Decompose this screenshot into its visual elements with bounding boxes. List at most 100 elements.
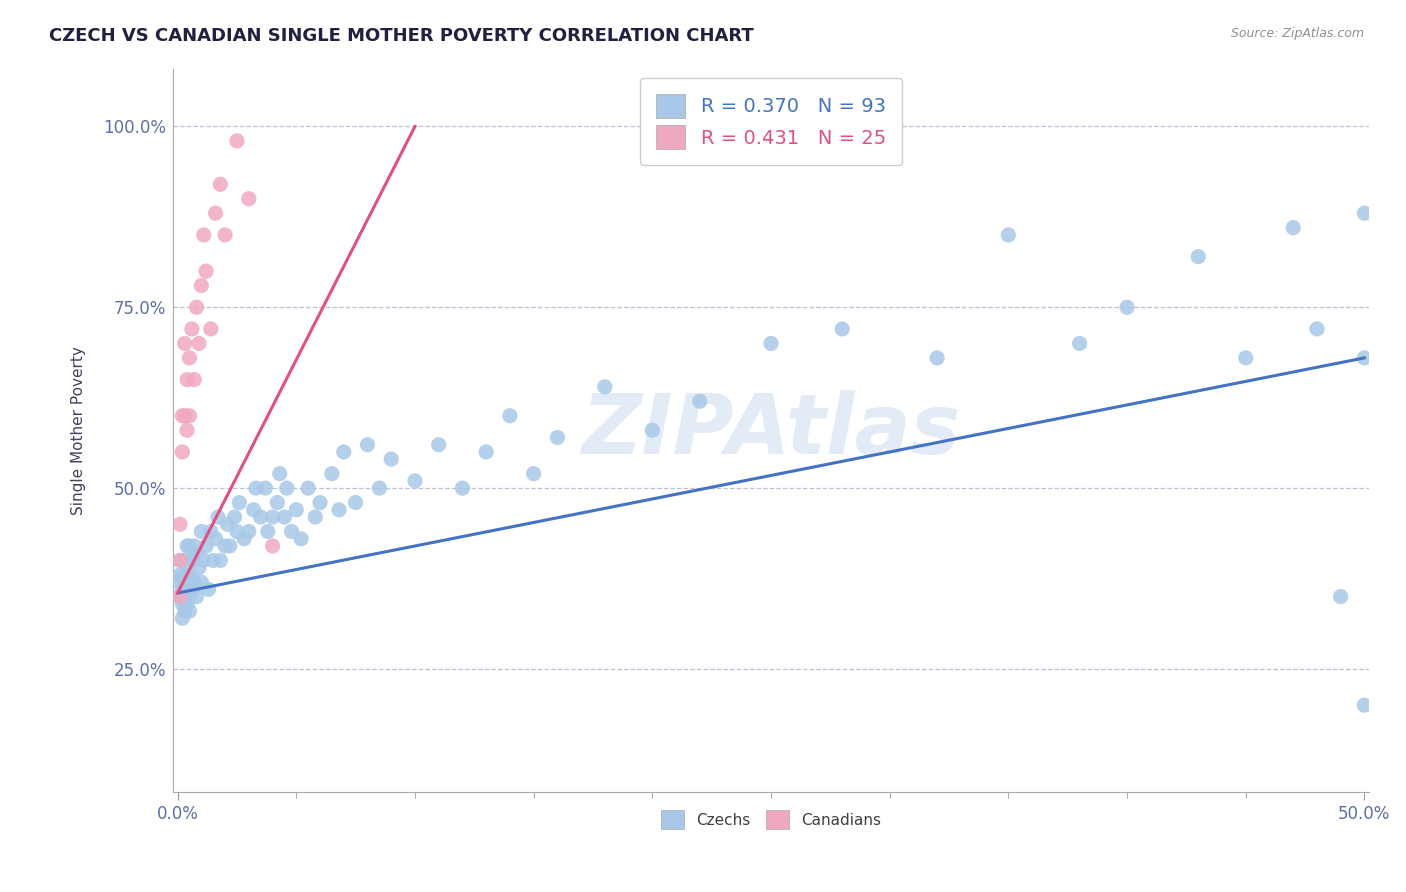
Point — [356, 438, 378, 452]
Point — [173, 575, 195, 590]
Point — [200, 322, 222, 336]
Point — [179, 568, 201, 582]
Point — [831, 322, 853, 336]
Point — [256, 524, 278, 539]
Point — [195, 264, 218, 278]
Point — [179, 539, 201, 553]
Point — [169, 553, 191, 567]
Point — [214, 539, 236, 553]
Point — [273, 510, 295, 524]
Point — [1282, 220, 1305, 235]
Point — [172, 611, 194, 625]
Point — [427, 438, 450, 452]
Point — [172, 597, 194, 611]
Point — [309, 495, 332, 509]
Point — [266, 495, 288, 509]
Point — [249, 510, 271, 524]
Point — [204, 532, 226, 546]
Text: CZECH VS CANADIAN SINGLE MOTHER POVERTY CORRELATION CHART: CZECH VS CANADIAN SINGLE MOTHER POVERTY … — [49, 27, 754, 45]
Point — [197, 582, 219, 597]
Point — [1330, 590, 1353, 604]
Point — [169, 590, 191, 604]
Point — [304, 510, 326, 524]
Point — [523, 467, 546, 481]
Point — [245, 481, 267, 495]
Point — [176, 423, 198, 437]
Point — [285, 503, 308, 517]
Point — [280, 524, 302, 539]
Point — [475, 445, 498, 459]
Point — [233, 532, 256, 546]
Point — [593, 380, 616, 394]
Point — [1116, 300, 1139, 314]
Point — [180, 582, 202, 597]
Point — [332, 445, 354, 459]
Y-axis label: Single Mother Poverty: Single Mother Poverty — [72, 346, 86, 515]
Point — [368, 481, 391, 495]
Point — [169, 517, 191, 532]
Point — [172, 568, 194, 582]
Point — [759, 336, 782, 351]
Point — [176, 582, 198, 597]
Point — [276, 481, 298, 495]
Point — [217, 517, 239, 532]
Point — [173, 604, 195, 618]
Point — [173, 553, 195, 567]
Point — [193, 553, 215, 567]
Point — [190, 524, 212, 539]
Point — [546, 430, 568, 444]
Point — [238, 192, 260, 206]
Point — [169, 553, 191, 567]
Point — [172, 409, 194, 423]
Point — [1306, 322, 1329, 336]
Point — [228, 495, 250, 509]
Point — [176, 597, 198, 611]
Point — [269, 467, 291, 481]
Point — [186, 546, 208, 560]
Point — [1353, 206, 1375, 220]
Point — [209, 178, 232, 192]
Point — [183, 373, 205, 387]
Point — [404, 474, 426, 488]
Text: Source: ZipAtlas.com: Source: ZipAtlas.com — [1230, 27, 1364, 40]
Point — [179, 409, 201, 423]
Point — [207, 510, 229, 524]
Point — [218, 539, 240, 553]
Point — [209, 553, 232, 567]
Point — [297, 481, 319, 495]
Point — [179, 604, 201, 618]
Point — [183, 575, 205, 590]
Point — [344, 495, 367, 509]
Point — [172, 553, 194, 567]
Point — [179, 351, 201, 365]
Point — [262, 510, 284, 524]
Point — [328, 503, 350, 517]
Point — [927, 351, 949, 365]
Point — [641, 423, 664, 437]
Point — [172, 582, 194, 597]
Point — [1353, 351, 1375, 365]
Point — [226, 524, 249, 539]
Point — [193, 227, 215, 242]
Point — [499, 409, 522, 423]
Point — [169, 575, 191, 590]
Point — [183, 539, 205, 553]
Point — [180, 553, 202, 567]
Point — [173, 409, 195, 423]
Point — [242, 503, 264, 517]
Point — [451, 481, 474, 495]
Point — [173, 336, 195, 351]
Point — [202, 553, 225, 567]
Point — [173, 590, 195, 604]
Point — [224, 510, 246, 524]
Point — [290, 532, 312, 546]
Point — [200, 524, 222, 539]
Point — [188, 560, 211, 574]
Point — [226, 134, 249, 148]
Point — [172, 445, 194, 459]
Point — [195, 539, 218, 553]
Point — [689, 394, 711, 409]
Point — [186, 590, 208, 604]
Point — [180, 322, 202, 336]
Point — [1234, 351, 1257, 365]
